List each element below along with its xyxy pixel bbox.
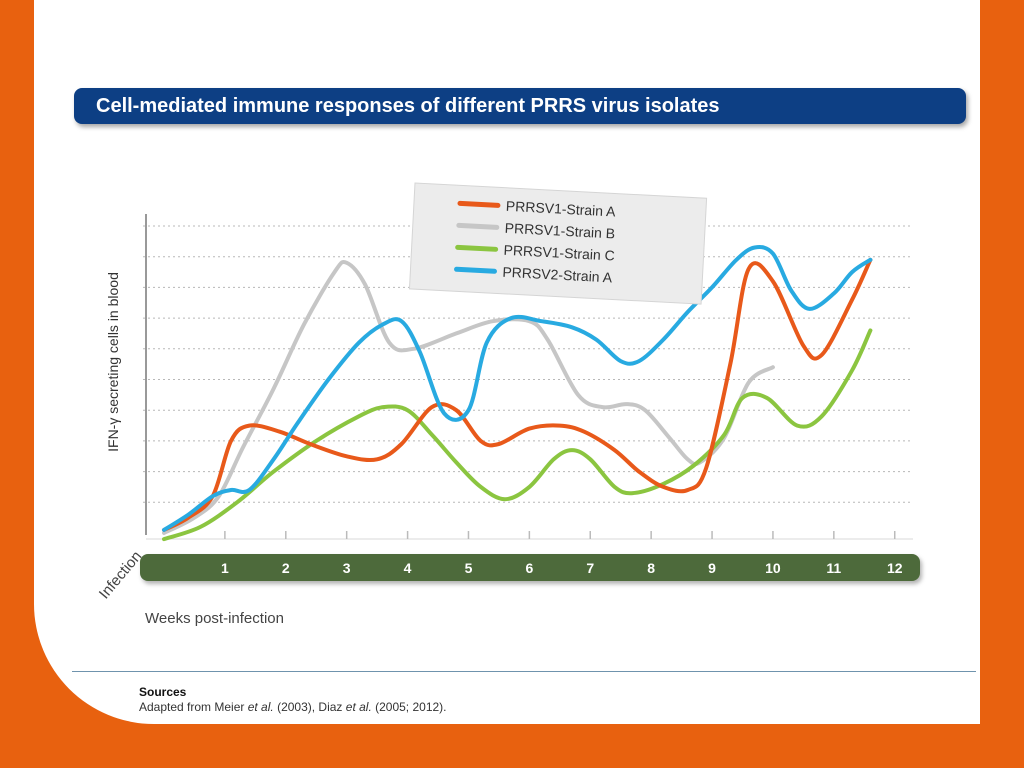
sources-heading: Sources — [139, 685, 187, 699]
sources-text-part: (2005; 2012). — [371, 700, 447, 714]
chart-title: Cell-mediated immune responses of differ… — [96, 95, 720, 117]
x-tick-label: 10 — [765, 560, 781, 576]
x-tick-label: 9 — [708, 560, 716, 576]
sources-text-part: Adapted from Meier — [139, 700, 248, 714]
series-line — [162, 328, 873, 542]
x-tick-label: 1 — [221, 560, 229, 576]
x-tick-labels: 1 2 3 4 5 6 7 8 9 10 11 12 — [221, 560, 903, 576]
y-axis — [145, 214, 913, 540]
legend-swatch — [454, 266, 497, 274]
legend-swatch — [455, 244, 499, 252]
y-axis-label: IFN-γ secreting cells in blood — [105, 272, 121, 452]
x-axis-band — [140, 554, 920, 581]
x-tick-label: 5 — [465, 560, 473, 576]
title-bar: Cell-mediated immune responses of differ… — [74, 88, 966, 124]
legend-box — [408, 182, 708, 305]
x-tick-label: 2 — [282, 560, 290, 576]
x-tick-label: 12 — [887, 560, 903, 576]
legend-label: PRRSV1-Strain A — [506, 198, 617, 220]
sources-divider — [72, 671, 976, 672]
series-line — [162, 245, 873, 532]
series-line — [162, 257, 873, 532]
legend-swatch — [456, 222, 500, 230]
legend-swatch — [457, 200, 501, 208]
legend-label: PRRSV1-Strain B — [504, 220, 615, 242]
series-line — [162, 259, 775, 535]
sources-text-part: et al. — [345, 700, 372, 714]
x-axis-label: Weeks post-infection — [145, 610, 284, 627]
x-tick-label: 3 — [343, 560, 351, 576]
x-tick-label: 6 — [525, 560, 533, 576]
series-lines — [162, 245, 873, 542]
x-tick-label: 4 — [404, 560, 412, 576]
legend-label: PRRSV2-Strain A — [502, 264, 613, 286]
x-tick-label: 8 — [647, 560, 655, 576]
x-origin-label: Infection — [96, 548, 145, 602]
sources-text: Adapted from Meier et al. (2003), Diaz e… — [139, 700, 447, 714]
x-tick-label: 11 — [826, 560, 841, 576]
sources-text-part: et al. — [247, 700, 274, 714]
sources-text-part: (2003), Diaz — [273, 700, 346, 714]
legend-label: PRRSV1-Strain C — [503, 242, 615, 264]
x-tick-label: 7 — [586, 560, 594, 576]
